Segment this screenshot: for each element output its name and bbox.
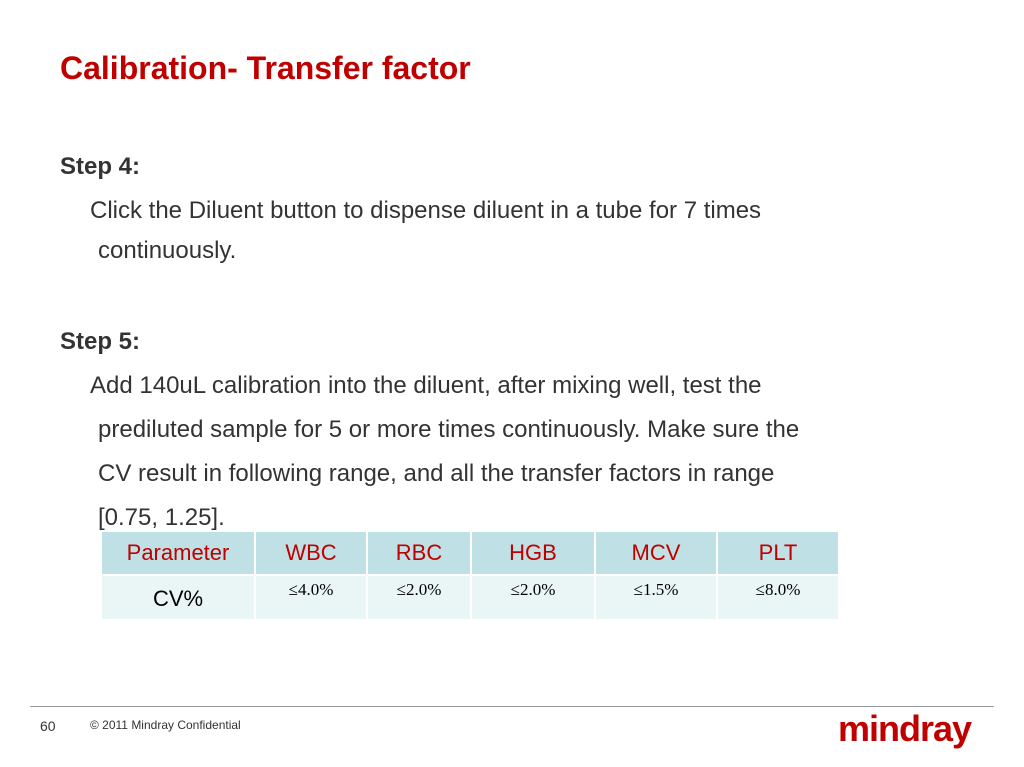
header-cell: RBC xyxy=(366,530,472,576)
header-cell: Parameter xyxy=(100,530,256,576)
step-text: Add 140uL calibration into the diluent, … xyxy=(90,372,762,399)
page-number: 60 xyxy=(40,718,56,734)
title: Calibration- Transfer factor xyxy=(60,50,471,86)
step: Step 4: Click the Diluent button to disp… xyxy=(60,145,761,273)
step-text: Click the Diluent button to dispense dil… xyxy=(90,197,762,224)
step-text: prediluted sample for 5 or more times co… xyxy=(98,416,800,443)
step-label: Step 5: xyxy=(60,328,141,355)
copyright: © 2011 Mindray Confidential xyxy=(90,718,241,732)
footer-rule xyxy=(30,706,994,707)
step-label: Step 4: xyxy=(60,153,141,180)
header-cell: MCV xyxy=(594,530,718,576)
cell: CV% xyxy=(100,574,256,621)
step-text: continuously. xyxy=(98,237,237,264)
step-text: [0.75, 1.25]. xyxy=(98,504,225,531)
header-cell: PLT xyxy=(716,530,840,576)
cell: ≤4.0% xyxy=(254,574,368,621)
cell: ≤8.0% xyxy=(716,574,840,621)
step: Step 5: Add 140uL calibration into the d… xyxy=(60,320,799,540)
cell: ≤1.5% xyxy=(594,574,718,621)
logo: mindray xyxy=(838,708,972,749)
cell: ≤2.0% xyxy=(470,574,596,621)
header-cell: HGB xyxy=(470,530,596,576)
cell: ≤2.0% xyxy=(366,574,472,621)
header-cell: WBC xyxy=(254,530,368,576)
step-text: CV result in following range, and all th… xyxy=(98,460,775,487)
table: Parameter WBC RBC HGB MCV PLT CV% ≤4.0% … xyxy=(100,530,840,621)
